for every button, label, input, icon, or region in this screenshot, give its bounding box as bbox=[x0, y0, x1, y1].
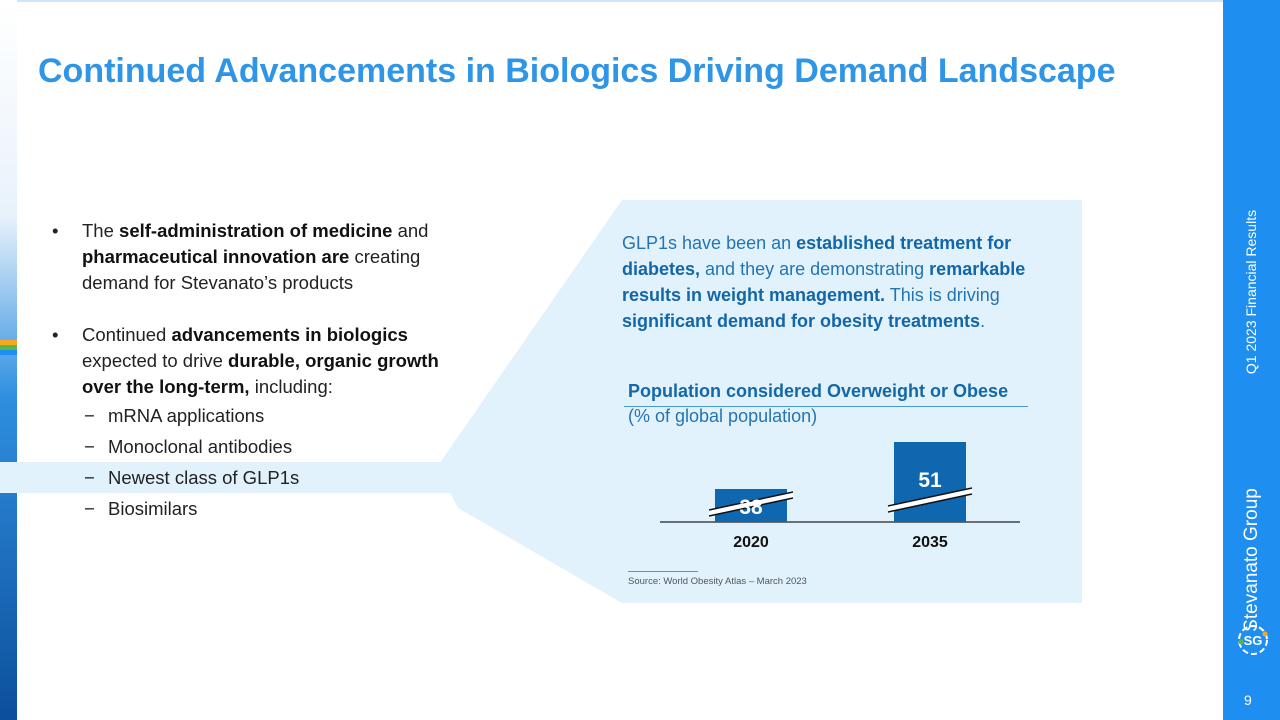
axis-break-mark bbox=[709, 492, 793, 516]
text-phrase: including: bbox=[249, 376, 333, 397]
chart-title: Population considered Overweight or Obes… bbox=[628, 381, 1009, 401]
sub-bullet-dash: − bbox=[84, 498, 95, 519]
chart-title-underline bbox=[624, 406, 1028, 407]
sub-bullet-dash: − bbox=[84, 467, 95, 488]
axis-break-line bbox=[708, 497, 794, 517]
text-phrase: The bbox=[82, 220, 120, 241]
text-phrase: Continued bbox=[82, 324, 172, 345]
source-divider bbox=[628, 571, 698, 572]
text-phrase: GLP1s have been an bbox=[622, 233, 797, 253]
bullet-text: Continued advancements in biologics expe… bbox=[82, 324, 439, 397]
stevanato-logo-icon: SG bbox=[1238, 625, 1268, 655]
bold-phrase: advancements in biologics bbox=[171, 324, 408, 345]
bullet-symbol: • bbox=[52, 220, 59, 241]
accent-stripe-orange bbox=[0, 340, 17, 345]
bullet-item: • The self-administration of medicine an… bbox=[52, 218, 452, 296]
chart-bars: 38 2020 51 2035 bbox=[708, 442, 973, 551]
text-phrase: creating demand for Stevanato’s products bbox=[82, 246, 421, 293]
bold-phrase: significant demand for obesity treatment… bbox=[622, 311, 981, 331]
slide-title: Continued Advancements in Biologics Driv… bbox=[38, 52, 1116, 90]
bullet-text: The self-administration of medicine and … bbox=[82, 220, 428, 293]
left-accent-bar bbox=[0, 0, 17, 720]
bold-phrase: established treatment for diabetes, bbox=[622, 233, 1012, 279]
report-label: Q1 2023 Financial Results bbox=[1243, 209, 1259, 375]
bold-phrase: remarkable results in weight management. bbox=[622, 259, 1026, 305]
bar-value-label: 51 bbox=[918, 469, 942, 492]
sub-bullet-item: − mRNA applications bbox=[52, 400, 452, 431]
category-label: 2020 bbox=[733, 534, 769, 551]
category-label: 2035 bbox=[912, 534, 948, 551]
sub-bullet-text: mRNA applications bbox=[108, 405, 265, 426]
sub-bullet-item: − Biosimilars bbox=[52, 493, 452, 524]
page-number: 9 bbox=[1244, 692, 1252, 708]
text-phrase: . bbox=[980, 311, 986, 331]
text-phrase: This is driving bbox=[885, 285, 1000, 305]
bold-phrase: self-administration of medicine bbox=[119, 220, 393, 241]
axis-break-mark bbox=[888, 488, 972, 512]
bold-phrase: durable, organic growth over the long-te… bbox=[82, 350, 439, 397]
text-phrase: expected to drive bbox=[82, 350, 229, 371]
sub-bullet-list: − mRNA applications − Monoclonal antibodies… bbox=[0, 400, 493, 524]
axis-break-line bbox=[708, 491, 794, 511]
sub-bullet-item: − Monoclonal antibodies bbox=[52, 431, 452, 462]
sub-bullet-text: Biosimilars bbox=[108, 498, 198, 519]
bar-value-label: 38 bbox=[739, 496, 763, 519]
text-phrase: and they are demonstrating bbox=[700, 259, 930, 279]
top-divider bbox=[17, 0, 1223, 2]
source-note: Source: World Obesity Atlas – March 2023 bbox=[628, 576, 807, 587]
sub-bullet-dash: − bbox=[84, 436, 95, 457]
right-brand-bar bbox=[1223, 0, 1280, 720]
sub-bullet-text: Newest class of GLP1s bbox=[108, 467, 300, 488]
sub-bullet-text: Monoclonal antibodies bbox=[108, 436, 293, 457]
bullet-list: • The self-administration of medicine an… bbox=[0, 218, 493, 524]
text-phrase: and bbox=[392, 220, 429, 241]
logo-text: SG bbox=[1244, 633, 1263, 648]
chart-subtitle: (% of global population) bbox=[628, 406, 818, 426]
bold-phrase: pharmaceutical innovation are bbox=[82, 246, 350, 267]
accent-stripe-green bbox=[0, 345, 17, 350]
brand-name: Stevanato Group bbox=[1241, 488, 1262, 632]
sub-bullet-item: − Newest class of GLP1s bbox=[0, 462, 493, 493]
accent-stripe-blue bbox=[0, 350, 17, 355]
callout-text: GLP1s have been an established treatment… bbox=[622, 230, 1072, 334]
axis-break-line bbox=[887, 493, 973, 513]
bullet-item: • Continued advancements in biologics ex… bbox=[52, 322, 452, 400]
sub-bullet-dash: − bbox=[84, 405, 95, 426]
axis-break-line bbox=[887, 487, 973, 507]
bullet-symbol: • bbox=[52, 324, 59, 345]
